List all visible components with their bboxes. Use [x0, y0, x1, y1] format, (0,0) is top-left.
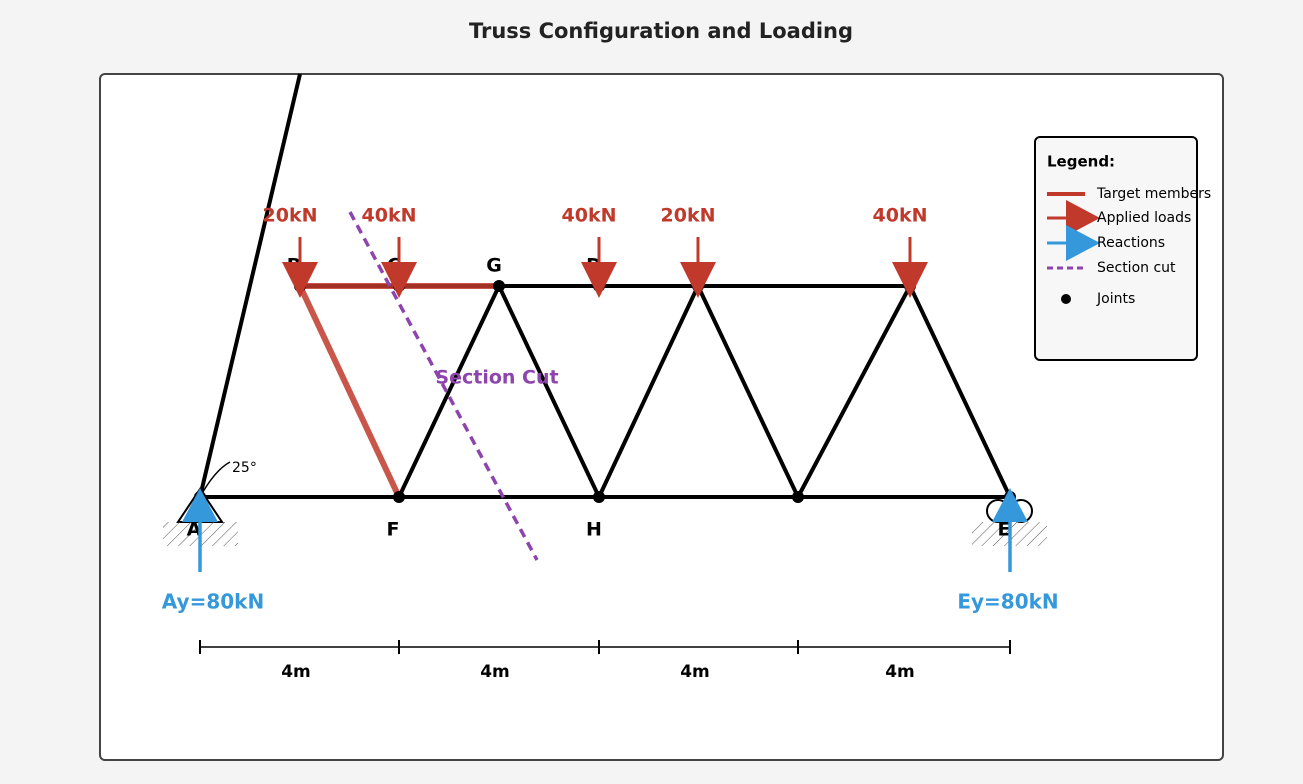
- legend-item: Target members: [1096, 186, 1211, 202]
- dimension-label: 4m: [680, 662, 710, 682]
- load-label: 20kN: [661, 205, 716, 227]
- diagonal: [908, 285, 1012, 498]
- panel: [99, 73, 1224, 761]
- title: Truss Configuration and Loading: [469, 19, 853, 43]
- reaction-arrowhead: [182, 488, 218, 522]
- target-member: [297, 284, 402, 499]
- diagonal: [597, 285, 700, 498]
- node-label: E: [998, 519, 1011, 541]
- joint: [792, 491, 804, 503]
- load-arrowhead: [892, 262, 928, 298]
- node-label: F: [387, 519, 400, 541]
- legend-item: Joints: [1096, 291, 1135, 307]
- dimension-label: 4m: [885, 662, 915, 682]
- diagonal: [796, 285, 912, 498]
- dimension-label: 4m: [480, 662, 510, 682]
- diagonal: [397, 285, 501, 498]
- load-label: 40kN: [873, 205, 928, 227]
- load-arrowhead: [381, 262, 417, 298]
- section-label: Section Cut: [435, 367, 558, 389]
- reaction-label: Ay=80kN: [162, 590, 264, 614]
- reaction-label: Ey=80kN: [957, 590, 1058, 614]
- load-arrowhead: [581, 262, 617, 298]
- section-cut: [348, 211, 539, 561]
- reaction-arrowhead: [992, 488, 1028, 522]
- node-label: A: [187, 519, 202, 541]
- node-label: G: [486, 255, 502, 277]
- legend-reaction-head: [1066, 225, 1100, 261]
- member: [198, 73, 302, 498]
- angle-label: 25°: [232, 460, 257, 476]
- load-arrowhead: [282, 262, 318, 298]
- load-label: 40kN: [562, 205, 617, 227]
- diagonal: [696, 285, 800, 498]
- legend-item: Section cut: [1097, 260, 1176, 276]
- load-label: 40kN: [362, 205, 417, 227]
- load-arrowhead: [680, 262, 716, 298]
- joint: [593, 491, 605, 503]
- legend-title: Legend:: [1047, 153, 1115, 171]
- diagonal: [497, 285, 601, 498]
- legend-item: Applied loads: [1097, 210, 1191, 226]
- legend-item: Reactions: [1097, 235, 1165, 251]
- dimension-label: 4m: [281, 662, 311, 682]
- truss: 25°ABCGDFHESection Cut20kN40kN40kN20kN40…: [162, 73, 1211, 682]
- joint: [493, 280, 505, 292]
- load-label: 20kN: [263, 205, 318, 227]
- node-label: H: [586, 519, 602, 541]
- legend-load-head: [1066, 200, 1100, 236]
- legend-joint: [1061, 294, 1071, 304]
- joint: [393, 491, 405, 503]
